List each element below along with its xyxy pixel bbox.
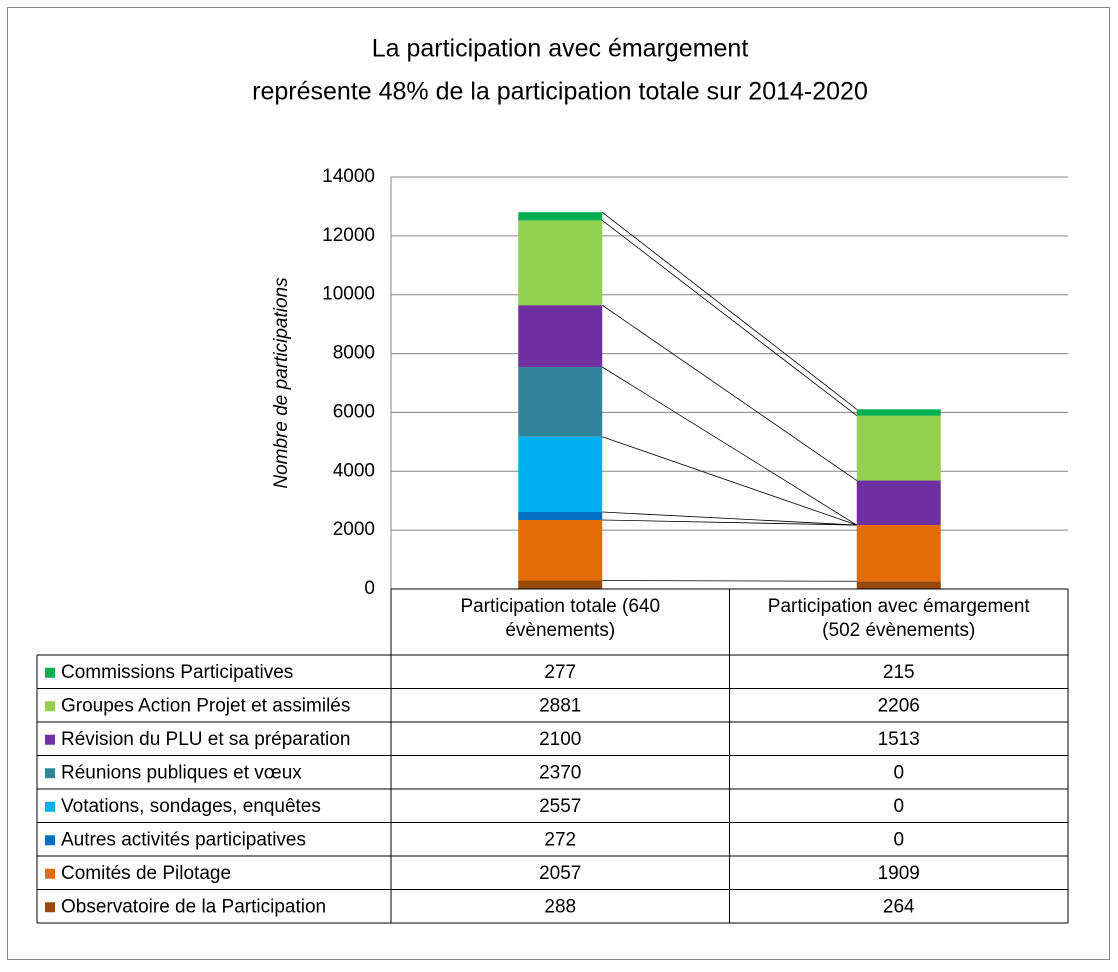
table-value: 277	[544, 662, 576, 683]
chart-title: La participation avec émargement	[372, 35, 749, 63]
bar-segment	[856, 581, 941, 589]
bar-segment	[518, 212, 603, 221]
x-tick-label: Participation avec émargement (502 évène…	[767, 596, 1030, 641]
table-value: 1909	[878, 863, 920, 884]
legend-swatch	[45, 667, 55, 678]
legend-label: Votations, sondages, enquêtes	[61, 796, 321, 817]
legend-label: Réunions publiques et vœux	[61, 762, 302, 783]
table-value: 2370	[539, 762, 581, 783]
legend-swatch	[45, 835, 55, 846]
chart-subtitle: représente 48% de la participation total…	[252, 78, 868, 106]
y-tick-label: 10000	[322, 284, 375, 305]
legend-label: Autres activités participatives	[61, 829, 306, 850]
table-value: 2557	[539, 796, 581, 817]
y-tick-label: 14000	[322, 166, 375, 187]
series-line	[602, 436, 857, 526]
table-value: 0	[893, 762, 904, 783]
table-value: 272	[544, 829, 576, 850]
category-label-box: Participation avec émargement (502 évène…	[767, 596, 1030, 641]
legend-swatch	[45, 768, 55, 779]
y-tick-label: 8000	[333, 343, 375, 364]
legend-swatch	[45, 701, 55, 712]
series-line	[602, 519, 857, 526]
legend-swatch	[45, 801, 55, 812]
legend-label: Commissions Participatives	[61, 662, 293, 683]
bar-segment	[518, 366, 603, 437]
table-value: 1513	[878, 729, 920, 750]
y-tick-label: 2000	[333, 519, 375, 540]
series-line	[602, 580, 857, 582]
series-line	[602, 211, 857, 410]
category-label-box: Participation totale (640 évènements)	[460, 596, 661, 641]
y-tick-label: 0	[364, 578, 375, 599]
y-axis-label: Nombre de participations	[271, 277, 292, 489]
table-value: 2206	[878, 695, 920, 716]
x-tick-label: Participation totale (640 évènements)	[460, 596, 661, 641]
legend-swatch	[45, 902, 55, 913]
series-line	[602, 366, 857, 526]
bar-segment	[518, 519, 603, 581]
bar-segment	[518, 580, 603, 589]
bar-segment	[856, 415, 941, 481]
y-tick-label: 6000	[333, 401, 375, 422]
bar-segment	[518, 305, 603, 367]
bar-segment	[856, 409, 941, 416]
table-value: 2057	[539, 863, 581, 884]
bar-segment	[518, 220, 603, 306]
series-line	[602, 220, 857, 416]
table-value: 0	[893, 829, 904, 850]
table-value: 0	[893, 796, 904, 817]
bar-segment	[856, 480, 941, 526]
series-line	[602, 304, 857, 481]
legend-swatch	[45, 868, 55, 879]
bar-segment	[518, 511, 603, 520]
table-value: 288	[544, 896, 576, 917]
legend-label: Révision du PLU et sa préparation	[61, 729, 350, 750]
bar-segment	[518, 436, 603, 512]
y-tick-label: 12000	[322, 225, 375, 246]
table-value: 2881	[539, 695, 581, 716]
legend-label: Observatoire de la Participation	[61, 896, 326, 917]
table-value: 264	[883, 896, 915, 917]
table-value: 2100	[539, 729, 581, 750]
legend-label: Groupes Action Projet et assimilés	[61, 695, 350, 716]
y-tick-label: 4000	[333, 460, 375, 481]
table-value: 215	[883, 662, 915, 683]
legend-swatch	[45, 734, 55, 745]
series-line	[602, 511, 857, 526]
legend-label: Comités de Pilotage	[61, 863, 231, 884]
bar-segment	[856, 525, 941, 582]
